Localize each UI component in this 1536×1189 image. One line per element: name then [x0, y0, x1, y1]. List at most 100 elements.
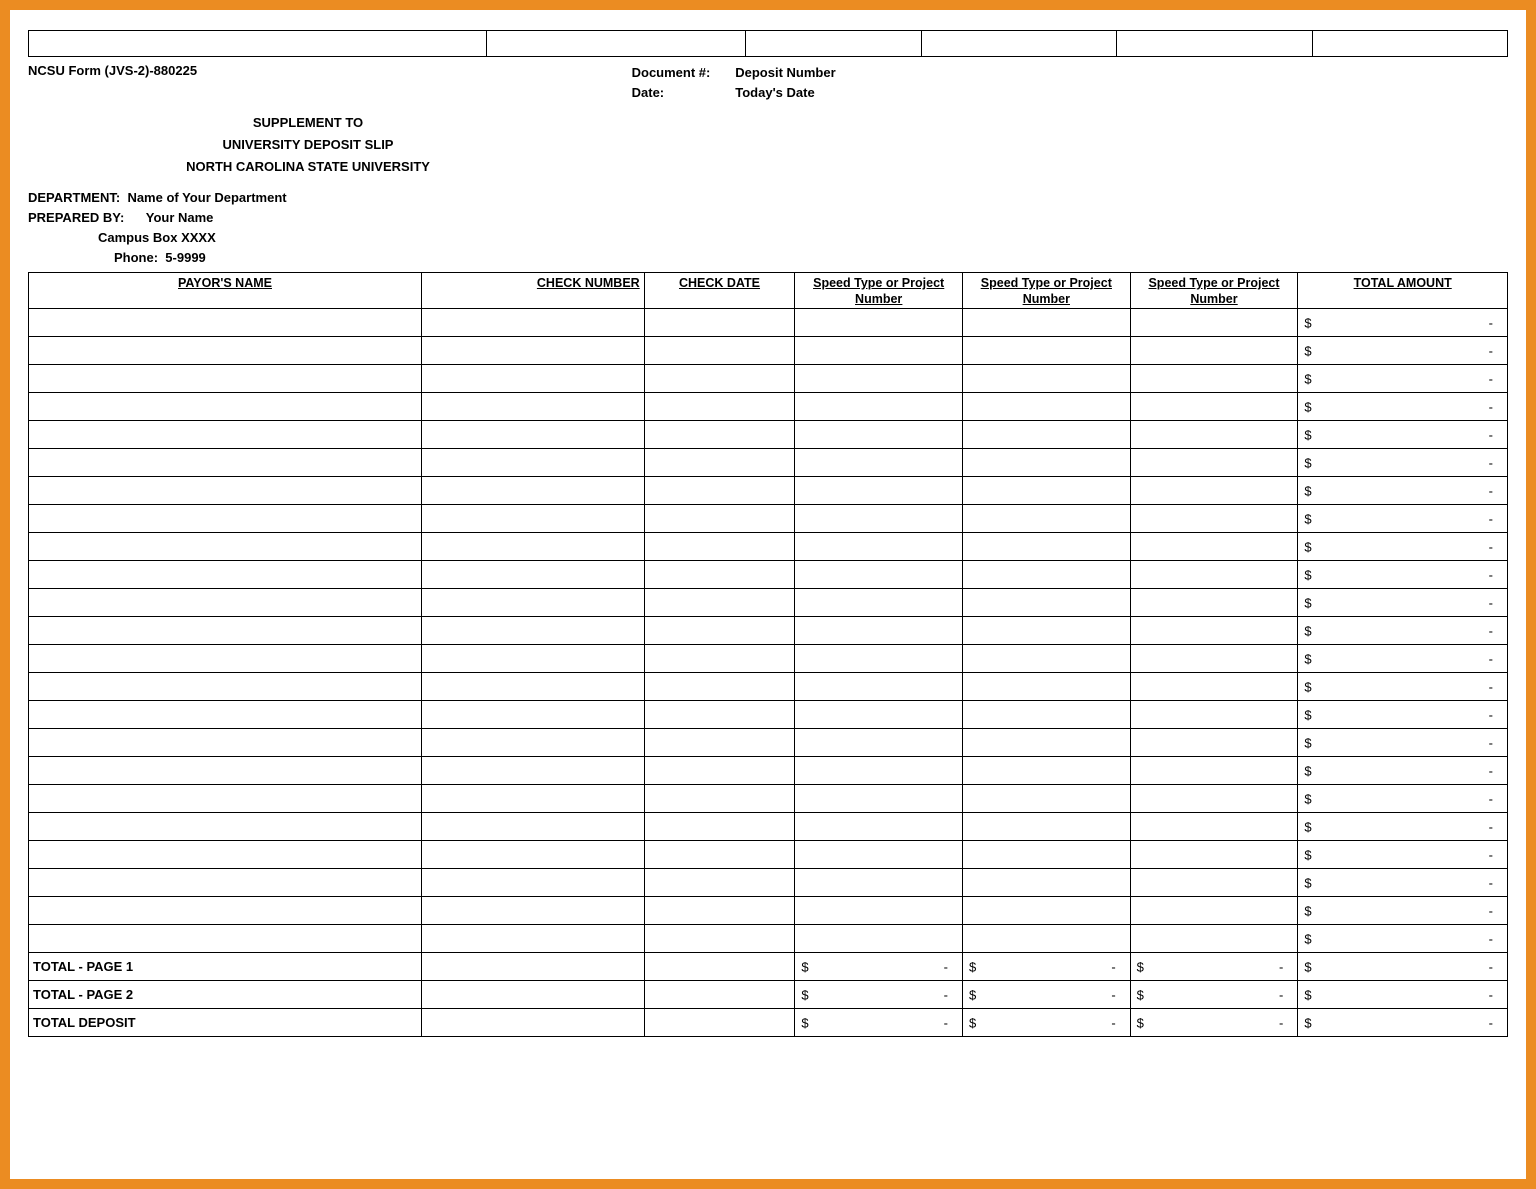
data-cell[interactable]: [29, 673, 422, 701]
data-cell[interactable]: [795, 673, 963, 701]
data-cell[interactable]: [963, 729, 1131, 757]
data-cell[interactable]: [795, 561, 963, 589]
amount-cell[interactable]: $-: [1130, 953, 1298, 981]
amount-cell[interactable]: $-: [963, 981, 1131, 1009]
data-cell[interactable]: [422, 449, 645, 477]
data-cell[interactable]: [963, 365, 1131, 393]
data-cell[interactable]: [29, 309, 422, 337]
data-cell[interactable]: [422, 505, 645, 533]
data-cell[interactable]: [29, 505, 422, 533]
data-cell[interactable]: [963, 309, 1131, 337]
data-cell[interactable]: [1130, 421, 1298, 449]
data-cell[interactable]: [963, 925, 1131, 953]
data-cell[interactable]: [29, 449, 422, 477]
data-cell[interactable]: [644, 337, 795, 365]
amount-cell[interactable]: $-: [1298, 981, 1508, 1009]
data-cell[interactable]: [795, 393, 963, 421]
data-cell[interactable]: [422, 785, 645, 813]
data-cell[interactable]: [29, 869, 422, 897]
data-cell[interactable]: [644, 757, 795, 785]
data-cell[interactable]: [422, 309, 645, 337]
data-cell[interactable]: [422, 729, 645, 757]
data-cell[interactable]: [1130, 673, 1298, 701]
data-cell[interactable]: [963, 449, 1131, 477]
data-cell[interactable]: [422, 561, 645, 589]
amount-cell[interactable]: $-: [1298, 449, 1508, 477]
amount-cell[interactable]: $-: [1130, 1009, 1298, 1037]
data-cell[interactable]: [422, 813, 645, 841]
amount-cell[interactable]: $-: [795, 1009, 963, 1037]
amount-cell[interactable]: $-: [1298, 505, 1508, 533]
data-cell[interactable]: [29, 421, 422, 449]
data-cell[interactable]: [1130, 337, 1298, 365]
data-cell[interactable]: [963, 617, 1131, 645]
amount-cell[interactable]: $-: [1298, 813, 1508, 841]
data-cell[interactable]: [1130, 505, 1298, 533]
amount-cell[interactable]: $-: [1298, 561, 1508, 589]
data-cell[interactable]: [29, 729, 422, 757]
data-cell[interactable]: [422, 617, 645, 645]
data-cell[interactable]: [1130, 841, 1298, 869]
data-cell[interactable]: [963, 841, 1131, 869]
amount-cell[interactable]: $-: [1298, 729, 1508, 757]
data-cell[interactable]: [1130, 533, 1298, 561]
data-cell[interactable]: [795, 645, 963, 673]
data-cell[interactable]: [29, 393, 422, 421]
data-cell[interactable]: [29, 533, 422, 561]
amount-cell[interactable]: $-: [1298, 757, 1508, 785]
data-cell[interactable]: [29, 477, 422, 505]
data-cell[interactable]: [795, 477, 963, 505]
amount-cell[interactable]: $-: [1298, 673, 1508, 701]
data-cell[interactable]: [422, 533, 645, 561]
data-cell[interactable]: [422, 589, 645, 617]
data-cell[interactable]: [795, 337, 963, 365]
data-cell[interactable]: [795, 589, 963, 617]
data-cell[interactable]: [644, 897, 795, 925]
data-cell[interactable]: [795, 897, 963, 925]
data-cell[interactable]: [422, 421, 645, 449]
data-cell[interactable]: [1130, 589, 1298, 617]
amount-cell[interactable]: $-: [1298, 533, 1508, 561]
amount-cell[interactable]: $-: [795, 953, 963, 981]
data-cell[interactable]: [795, 309, 963, 337]
data-cell[interactable]: [644, 589, 795, 617]
data-cell[interactable]: [795, 505, 963, 533]
data-cell[interactable]: [795, 449, 963, 477]
amount-cell[interactable]: $-: [1298, 365, 1508, 393]
data-cell[interactable]: [963, 869, 1131, 897]
data-cell[interactable]: [422, 365, 645, 393]
data-cell[interactable]: [644, 645, 795, 673]
data-cell[interactable]: [795, 421, 963, 449]
amount-cell[interactable]: $-: [1298, 841, 1508, 869]
data-cell[interactable]: [29, 757, 422, 785]
data-cell[interactable]: [795, 869, 963, 897]
data-cell[interactable]: [422, 673, 645, 701]
data-cell[interactable]: [1130, 701, 1298, 729]
data-cell[interactable]: [644, 421, 795, 449]
data-cell[interactable]: [422, 477, 645, 505]
data-cell[interactable]: [1130, 925, 1298, 953]
data-cell[interactable]: [422, 645, 645, 673]
data-cell[interactable]: [963, 813, 1131, 841]
data-cell[interactable]: [422, 897, 645, 925]
amount-cell[interactable]: $-: [963, 1009, 1131, 1037]
data-cell[interactable]: [963, 645, 1131, 673]
data-cell[interactable]: [644, 561, 795, 589]
amount-cell[interactable]: $-: [1298, 645, 1508, 673]
data-cell[interactable]: [795, 925, 963, 953]
data-cell[interactable]: [29, 365, 422, 393]
data-cell[interactable]: [795, 533, 963, 561]
data-cell[interactable]: [795, 729, 963, 757]
data-cell[interactable]: [644, 505, 795, 533]
data-cell[interactable]: [963, 589, 1131, 617]
data-cell[interactable]: [963, 701, 1131, 729]
amount-cell[interactable]: $-: [795, 981, 963, 1009]
amount-cell[interactable]: $-: [1298, 309, 1508, 337]
data-cell[interactable]: [1130, 561, 1298, 589]
data-cell[interactable]: [29, 925, 422, 953]
data-cell[interactable]: [963, 337, 1131, 365]
data-cell[interactable]: [644, 449, 795, 477]
data-cell[interactable]: [422, 869, 645, 897]
amount-cell[interactable]: $-: [1298, 897, 1508, 925]
data-cell[interactable]: [963, 505, 1131, 533]
